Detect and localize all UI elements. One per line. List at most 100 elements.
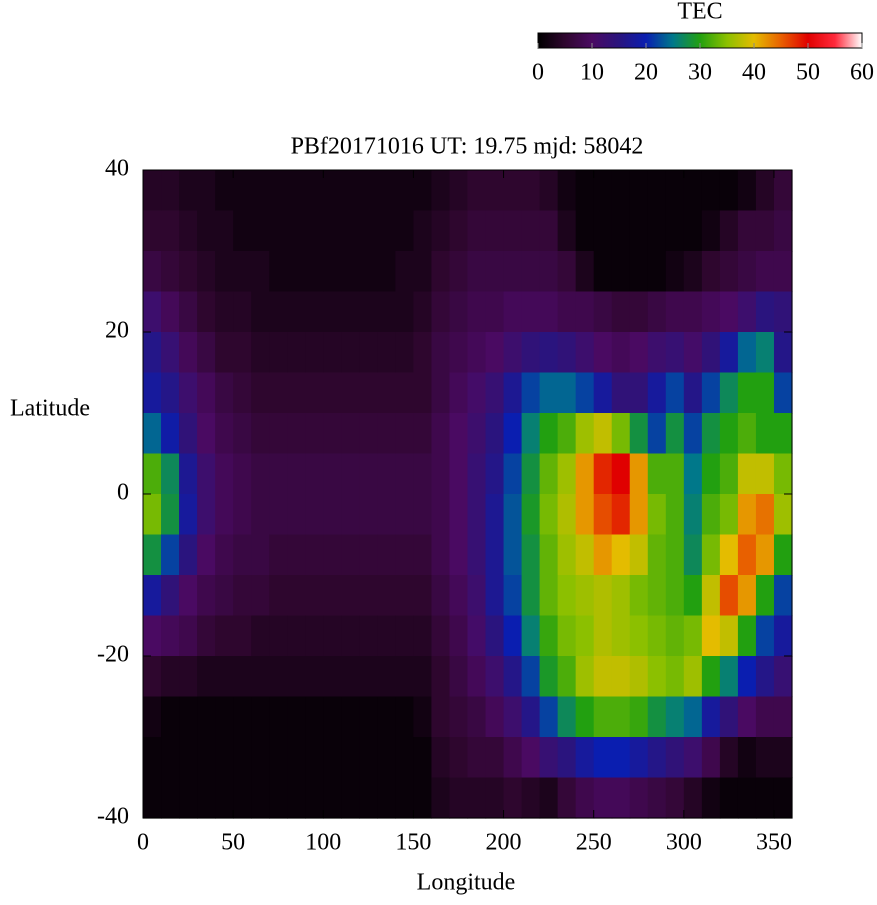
heat-cell — [539, 453, 559, 495]
heat-cell — [593, 777, 613, 819]
heat-cell — [431, 170, 451, 212]
heat-cell — [143, 737, 162, 779]
heat-cell — [269, 494, 288, 536]
heat-cell — [755, 737, 775, 779]
heat-cell — [737, 737, 757, 779]
heat-cell — [575, 372, 595, 414]
heat-cell — [701, 575, 721, 617]
heat-cell — [719, 575, 739, 617]
heat-cell — [467, 413, 487, 455]
heat-cell — [539, 413, 559, 455]
heat-cell — [521, 656, 541, 698]
heat-cell — [431, 413, 451, 455]
heat-cell — [629, 291, 649, 333]
heat-cell — [647, 413, 667, 455]
x-tick-label: 0 — [137, 830, 149, 856]
heat-cell — [377, 575, 396, 617]
heat-cell — [557, 291, 577, 333]
heat-cell — [143, 615, 162, 657]
heat-cell — [719, 696, 739, 738]
heat-cell — [773, 170, 793, 212]
heat-cell — [233, 453, 252, 495]
heat-cell — [557, 251, 577, 293]
heat-cell — [521, 372, 541, 414]
heat-cell — [611, 777, 631, 819]
heat-cell — [413, 170, 433, 212]
heat-cell — [359, 615, 378, 657]
heat-cell — [413, 332, 433, 374]
heat-cell — [251, 737, 270, 779]
heat-cell — [395, 494, 415, 536]
heat-cell — [233, 494, 252, 536]
heat-cell — [197, 615, 216, 657]
x-tick-label: 150 — [395, 830, 431, 856]
heat-cell — [251, 413, 270, 455]
heat-cell — [737, 332, 757, 374]
heat-cell — [377, 210, 396, 252]
heat-cell — [413, 372, 433, 414]
heat-cell — [179, 777, 198, 819]
heat-cell — [629, 251, 649, 293]
heat-cell — [755, 696, 775, 738]
heat-cell — [485, 251, 505, 293]
x-tick-label: 100 — [305, 830, 341, 856]
heat-cell — [341, 332, 360, 374]
heat-cell — [287, 413, 306, 455]
heat-cell — [251, 534, 270, 576]
heat-cell — [701, 494, 721, 536]
heat-cell — [575, 332, 595, 374]
heat-cell — [647, 453, 667, 495]
heat-cell — [485, 534, 505, 576]
heat-cell — [485, 737, 505, 779]
heat-cell — [611, 494, 631, 536]
heat-cell — [521, 332, 541, 374]
heat-cell — [233, 170, 252, 212]
heat-cell — [287, 453, 306, 495]
heat-cell — [197, 737, 216, 779]
heat-cell — [143, 332, 162, 374]
heat-cell — [521, 777, 541, 819]
heat-cell — [395, 777, 415, 819]
heat-cell — [683, 453, 703, 495]
heat-cell — [683, 332, 703, 374]
heat-cell — [179, 372, 198, 414]
heat-cell — [179, 656, 198, 698]
heat-cell — [611, 534, 631, 576]
heat-cell — [449, 615, 469, 657]
heat-cell — [251, 494, 270, 536]
heat-cell — [701, 372, 721, 414]
heat-cell — [413, 291, 433, 333]
heat-cell — [773, 494, 793, 536]
heat-cell — [377, 656, 396, 698]
heat-cell — [503, 210, 523, 252]
heat-cell — [449, 332, 469, 374]
heat-cell — [323, 210, 342, 252]
heat-cell — [431, 251, 451, 293]
heat-cell — [377, 332, 396, 374]
heat-cell — [575, 210, 595, 252]
heat-cell — [575, 534, 595, 576]
heat-cell — [575, 251, 595, 293]
heat-cell — [701, 656, 721, 698]
heat-cell — [755, 534, 775, 576]
heat-cell — [683, 534, 703, 576]
heat-cell — [647, 656, 667, 698]
heat-cell — [539, 291, 559, 333]
heat-cell — [773, 453, 793, 495]
heat-cell — [575, 777, 595, 819]
heat-cell — [323, 777, 342, 819]
heat-cell — [269, 210, 288, 252]
heat-cell — [269, 332, 288, 374]
heat-cell — [611, 170, 631, 212]
heat-cell — [197, 534, 216, 576]
heat-cell — [467, 453, 487, 495]
heat-cell — [503, 453, 523, 495]
heat-cell — [449, 372, 469, 414]
heat-cell — [197, 251, 216, 293]
heat-cell — [431, 453, 451, 495]
heat-cell — [305, 575, 324, 617]
heat-cell — [323, 696, 342, 738]
heat-cell — [179, 453, 198, 495]
heat-cell — [647, 251, 667, 293]
heat-cell — [539, 534, 559, 576]
